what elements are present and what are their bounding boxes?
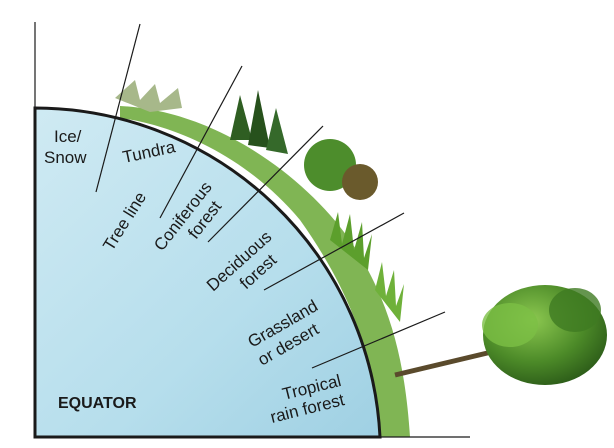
label-equator: EQUATOR bbox=[58, 395, 137, 412]
divider-ice-tundra bbox=[95, 23, 141, 193]
grass-tuft bbox=[375, 262, 404, 322]
divider-deciduous-grassland bbox=[263, 212, 405, 291]
conifer-tree bbox=[230, 95, 252, 140]
vegetation-band bbox=[115, 80, 607, 437]
zone-dividers bbox=[95, 23, 446, 369]
tundra-shrubs bbox=[115, 80, 182, 112]
autumn-tree bbox=[342, 164, 378, 200]
divider-coniferous-deciduous bbox=[207, 125, 324, 243]
divider-grassland-tropical bbox=[311, 311, 446, 369]
grass-tuft bbox=[330, 212, 372, 270]
conifer-tree bbox=[248, 90, 270, 148]
tropical-trunk bbox=[394, 347, 501, 378]
label-ice-snow-2: Snow bbox=[44, 148, 87, 167]
conifer-tree bbox=[266, 108, 288, 154]
globe-quarter bbox=[33, 106, 382, 439]
label-ice-snow-1: Ice/ bbox=[54, 127, 82, 146]
divider-tundra-coniferous bbox=[159, 65, 243, 219]
